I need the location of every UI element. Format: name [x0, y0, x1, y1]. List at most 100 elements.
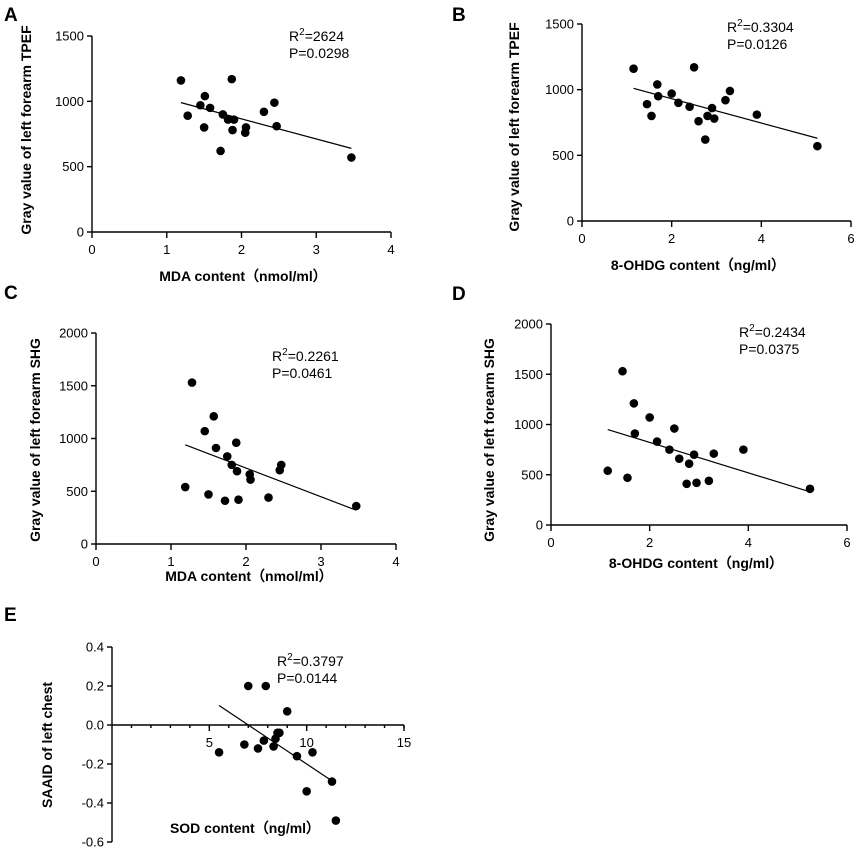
data-point — [211, 443, 221, 453]
x-tick-label: 6 — [847, 231, 854, 246]
x-tick-label: 6 — [843, 535, 850, 550]
y-axis-title: Gray value of left forearm SHG — [481, 338, 497, 542]
data-point — [704, 476, 714, 486]
data-point — [739, 445, 748, 454]
y-tick-label: 500 — [62, 159, 84, 174]
data-point — [721, 95, 730, 105]
data-point — [670, 424, 679, 433]
x-tick-label: 10 — [299, 735, 313, 750]
r-squared-value: =0.3797 — [293, 653, 344, 669]
panel-letter: B — [452, 5, 466, 26]
y-tick-label: 0.4 — [86, 640, 104, 655]
data-point — [240, 740, 249, 749]
data-point — [653, 91, 663, 101]
regression-line — [607, 428, 811, 493]
data-point — [180, 482, 190, 492]
data-point — [629, 64, 638, 73]
data-point — [725, 86, 735, 96]
y-tick-label: 1500 — [545, 17, 574, 32]
y-tick-label: 1500 — [59, 378, 88, 393]
panel-b: B 0 500 1000 1500 0 2 4 6 8-OHDG content（ng/ml） Gr… — [452, 5, 855, 273]
y-tick-label: 1000 — [59, 431, 88, 446]
regression-line — [218, 705, 337, 784]
data-point — [261, 681, 271, 691]
data-point — [220, 496, 230, 506]
panel-a: A 0 500 1000 1500 0 1 2 3 4 MDA content（nmol/ml） Gr… — [4, 5, 395, 284]
r-squared-label: R2=0.2261 — [272, 347, 339, 364]
y-tick-label: 2000 — [514, 317, 543, 332]
data-point — [264, 493, 273, 502]
x-axis-title: MDA content（nmol/ml） — [165, 568, 332, 584]
data-point — [653, 80, 662, 89]
data-point — [302, 787, 311, 796]
data-point — [709, 449, 719, 458]
data-point — [243, 681, 253, 691]
x-tick-label: 4 — [745, 535, 752, 550]
data-point — [692, 478, 701, 488]
data-point — [218, 110, 228, 119]
x-tick-label: 4 — [758, 231, 765, 246]
y-tick-label: 1000 — [55, 94, 84, 109]
y-tick-label: 0 — [536, 518, 543, 533]
r-squared-value: =0.2261 — [288, 348, 339, 364]
x-axis-title: MDA content（nmol/ml） — [159, 268, 326, 284]
data-point — [232, 466, 242, 476]
data-point — [629, 399, 639, 408]
x-tick-label: 2 — [238, 242, 245, 257]
y-tick-label: -0.2 — [82, 757, 104, 772]
x-tick-label: 0 — [547, 535, 554, 550]
regression-line — [633, 87, 818, 139]
data-point — [199, 123, 209, 132]
data-point — [674, 454, 684, 463]
x-tick-label: 0 — [578, 231, 585, 246]
data-point — [228, 125, 237, 135]
data-point — [752, 110, 762, 119]
y-axis-title: Gray value of left forearm TPEF — [506, 22, 522, 232]
x-tick-label: 3 — [317, 554, 324, 569]
x-tick-label: 4 — [387, 242, 394, 257]
r-symbol: R — [727, 19, 737, 35]
panel-d: D 0 500 1000 1500 2000 0 2 4 6 8-OHDG content（ng/m… — [452, 284, 851, 571]
data-point — [204, 490, 213, 499]
y-tick-label: 500 — [521, 467, 543, 482]
data-point — [694, 116, 703, 126]
p-value-label: P=0.0375 — [739, 341, 800, 357]
y-tick-label: 1000 — [545, 82, 574, 97]
data-point — [707, 103, 717, 113]
data-point — [187, 378, 197, 387]
panel-e: E -0.6 -0.4 -0.2 0.0 0.2 0.4 5 10 15 SOD content（n… — [4, 605, 411, 850]
y-tick-label: 0.2 — [86, 679, 104, 694]
data-point — [682, 479, 691, 489]
y-axis-title: Gray value of left forearm SHG — [27, 338, 43, 542]
data-point — [234, 495, 243, 504]
data-point — [667, 89, 676, 98]
x-tick-label: 0 — [88, 242, 95, 257]
x-tick-label: 0 — [92, 554, 99, 569]
data-point — [183, 111, 192, 121]
data-point — [196, 100, 205, 110]
data-point — [176, 76, 186, 85]
y-tick-label: 0 — [77, 225, 84, 240]
x-tick-label: 1 — [167, 554, 174, 569]
x-tick-label: 2 — [668, 231, 675, 246]
r-symbol: R — [272, 348, 282, 364]
r-squared-value: =0.3304 — [743, 19, 794, 35]
data-point — [642, 99, 652, 109]
data-point — [684, 459, 694, 468]
data-point — [665, 445, 674, 454]
data-point — [674, 98, 683, 108]
x-tick-label: 5 — [206, 735, 213, 750]
y-tick-label: 1500 — [55, 29, 84, 44]
data-point — [351, 501, 361, 511]
data-point — [331, 816, 341, 825]
r-superscript: 2 — [749, 323, 755, 334]
data-point — [200, 426, 210, 436]
x-tick-label: 1 — [163, 242, 170, 257]
x-tick-label: 2 — [242, 554, 249, 569]
data-point — [227, 460, 237, 470]
r-squared-label: R2=0.2434 — [739, 323, 806, 340]
r-superscript: 2 — [299, 27, 305, 38]
data-point — [292, 751, 302, 761]
panel-letter: C — [4, 283, 18, 304]
data-point — [308, 748, 317, 757]
